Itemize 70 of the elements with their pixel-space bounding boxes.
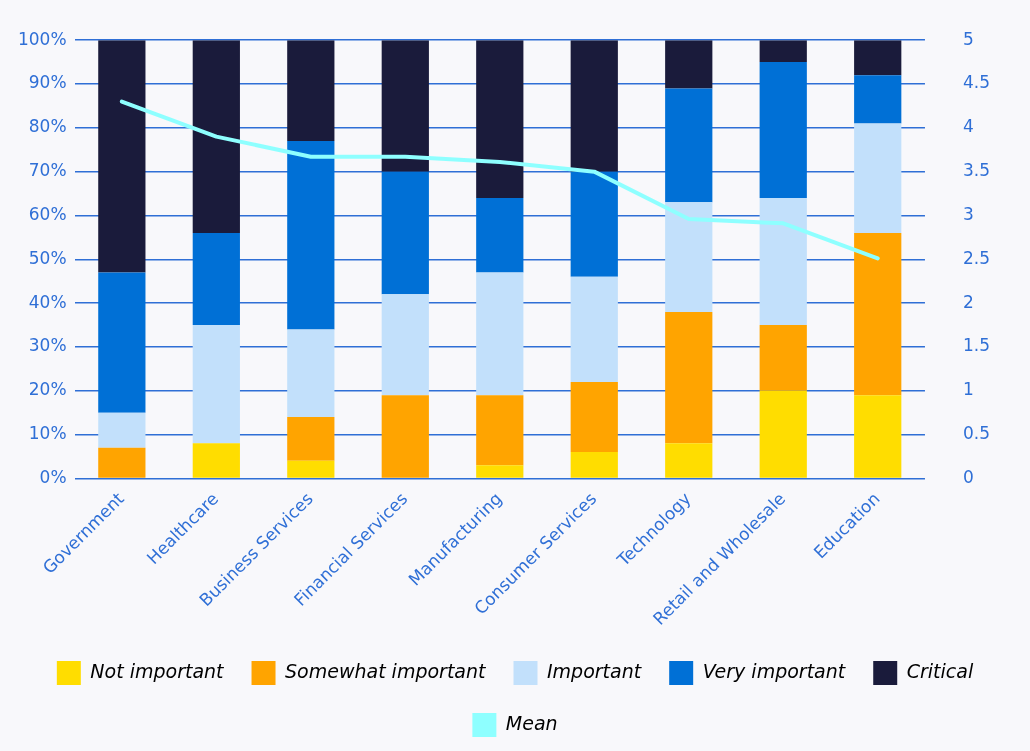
y2-tick-label: 5 [962,28,974,49]
legend-label: Very important [702,659,847,682]
y-tick-label: 70% [28,160,67,181]
bar [287,40,335,141]
legend-label: Critical [906,659,974,682]
y-tick-label: 0% [39,466,67,487]
bar [381,40,429,172]
bar [665,40,713,89]
bar [854,40,902,76]
bar [759,197,807,326]
y2-tick-label: 4.5 [962,72,991,93]
bar [381,395,429,478]
bar [854,123,902,233]
y2-tick-label: 2 [962,291,974,312]
y-tick-label: 30% [28,335,67,356]
bar [854,75,902,124]
y2-tick-label: 4 [962,116,974,137]
bar [98,272,146,413]
y-tick-label: 80% [28,116,67,137]
bar [570,171,618,277]
bar [192,443,240,478]
bar [476,465,524,478]
bar [287,417,335,461]
y2-tick-label: 0 [962,466,974,487]
bar [476,395,524,466]
y-tick-label: 40% [28,291,67,312]
bar [287,140,335,330]
y-tick-label: 60% [28,203,67,224]
bar [570,40,618,172]
y-tick-label: 20% [28,379,67,400]
bar [854,395,902,478]
y-tick-label: 10% [28,422,67,443]
legend-label: Not important [90,659,226,682]
bar [665,443,713,478]
bar [381,171,429,295]
y2-tick-label: 1 [962,379,974,400]
bar [381,294,429,396]
bar [665,88,713,203]
bar [570,381,618,453]
y2-tick-label: 1.5 [962,335,991,356]
bar [476,40,524,198]
legend-label: Mean [505,711,558,734]
bar [759,40,807,63]
y-tick-label: 100% [17,28,67,49]
bar [854,233,902,396]
bar [192,233,240,326]
bar [665,202,713,312]
bar [192,40,240,233]
legend-label: Important [546,659,643,682]
bar [287,329,335,418]
bar [287,460,335,478]
bar [570,276,618,382]
y2-tick-label: 3 [962,203,974,224]
bar [759,390,807,478]
bar [476,272,524,396]
y-tick-label: 90% [28,72,67,93]
bar [98,40,146,273]
y2-tick-label: 3.5 [962,160,991,181]
bar [98,447,146,478]
legend-label: Somewhat important [285,659,488,682]
bar [570,452,618,478]
bar [665,311,713,444]
y2-tick-label: 0.5 [962,422,991,443]
bar [98,412,146,448]
bar [476,197,524,273]
bar [192,325,240,444]
y2-tick-label: 2.5 [962,247,991,268]
y-tick-label: 50% [28,247,67,268]
bar [759,62,807,198]
bar [759,325,807,391]
